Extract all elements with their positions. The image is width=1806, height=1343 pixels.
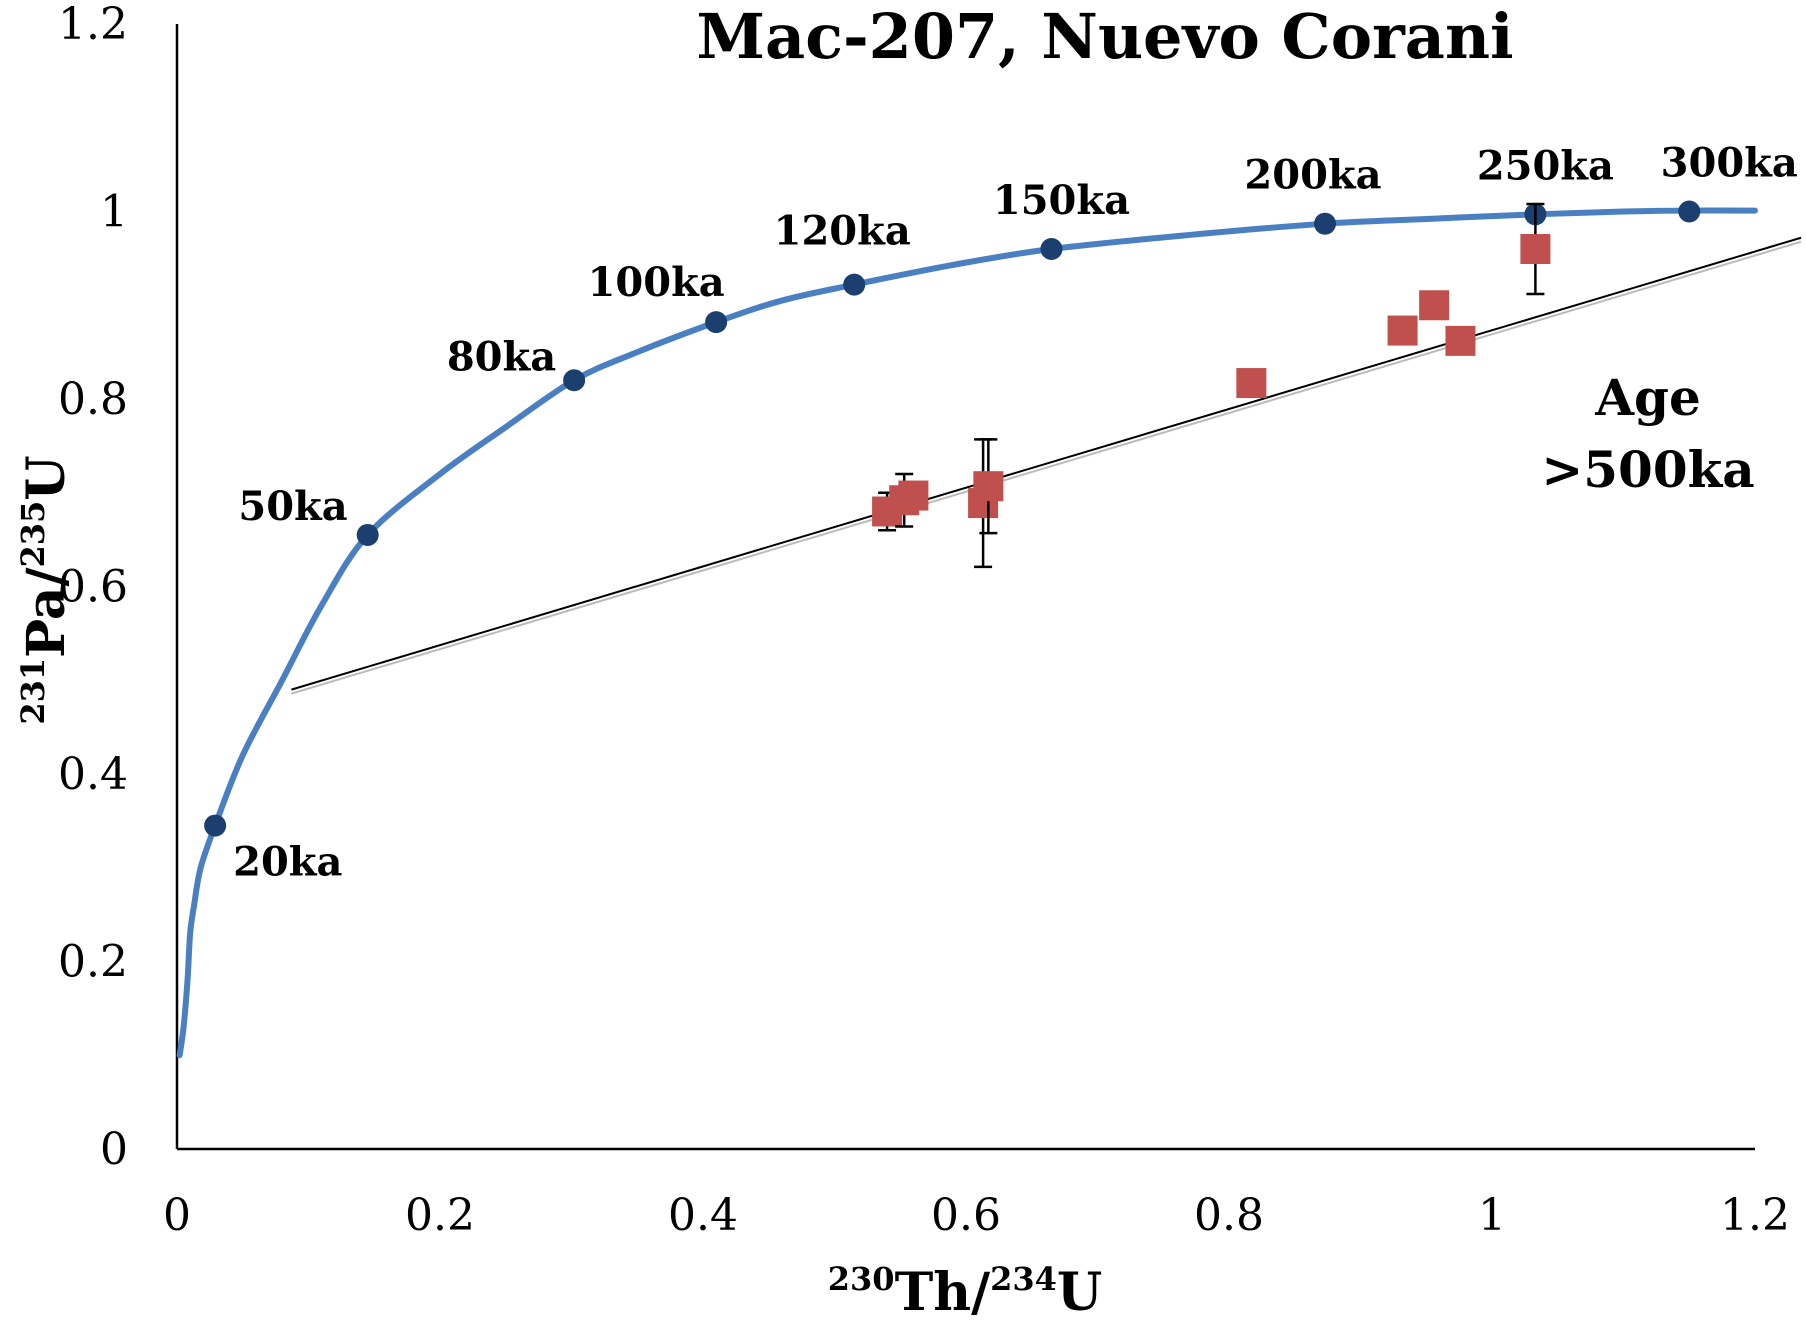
- y-tick-label: 0.4: [58, 749, 128, 800]
- x-tick-label: 0.6: [931, 1190, 1001, 1241]
- x-tick-labels: 0 0.2 0.4 0.6 0.8 1 1.2: [163, 1190, 1790, 1241]
- y-axis-title: 231Pa/235U: [14, 455, 77, 724]
- y-tick-label: 0.2: [58, 937, 128, 988]
- age-point: [705, 311, 728, 334]
- sample-points: [872, 202, 1551, 569]
- age-label: 20ka: [233, 839, 342, 886]
- age-point: [563, 369, 586, 392]
- x-tick-label: 0: [163, 1190, 191, 1241]
- age-label: 250ka: [1477, 142, 1614, 189]
- age-point: [204, 814, 227, 837]
- sample-point: [1387, 315, 1418, 346]
- age-label: 150ka: [993, 177, 1130, 224]
- y-tick-labels: 0 0.2 0.4 0.6 0.8 1 1.2: [58, 0, 128, 1175]
- sample-point: [1520, 234, 1551, 264]
- age-label: 50ka: [238, 483, 347, 530]
- x-tick-label: 1.2: [1720, 1190, 1790, 1241]
- age-point: [356, 523, 379, 546]
- sample-point: [898, 480, 929, 511]
- chart-title: Mac-207, Nuevo Corani: [696, 0, 1513, 73]
- age-points: 20ka 50ka 80ka 100ka 120ka 150ka 200ka 250ka 300…: [204, 140, 1798, 886]
- age-label: 100ka: [588, 259, 725, 306]
- age-point: [843, 273, 866, 296]
- annotation-line-1: Age: [1594, 368, 1701, 427]
- x-axis-title: 230Th/234U: [828, 1260, 1102, 1323]
- y-tick-label: 1.2: [58, 0, 128, 50]
- age-point: [1313, 212, 1336, 235]
- age-point: [1040, 238, 1063, 260]
- age-point: [1678, 200, 1701, 223]
- annotation-line-2: >500ka: [1541, 440, 1754, 499]
- concordia-curve: [176, 207, 1758, 1059]
- y-tick-label: 1: [100, 187, 128, 238]
- y-tick-label: 0.8: [58, 374, 128, 425]
- x-tick-label: 0.2: [405, 1190, 475, 1241]
- sample-point: [1236, 368, 1267, 399]
- age-label: 200ka: [1244, 152, 1381, 199]
- y-tick-label: 0: [100, 1124, 128, 1175]
- age-label: 300ka: [1661, 140, 1798, 187]
- age-label: 120ka: [774, 208, 911, 255]
- age-annotation: Age >500ka: [1541, 368, 1754, 499]
- fit-line-group: [291, 236, 1802, 695]
- sample-point: [1419, 290, 1450, 321]
- fit-line: [291, 236, 1802, 691]
- x-tick-label: 0.4: [668, 1190, 738, 1241]
- age-label: 80ka: [447, 333, 556, 380]
- y-tick-label: 0.6: [58, 562, 128, 613]
- x-tick-label: 1: [1478, 1190, 1506, 1241]
- x-tick-label: 0.8: [1194, 1190, 1264, 1241]
- sample-point: [973, 471, 1004, 502]
- sample-point: [1445, 325, 1476, 356]
- fit-line-shadow: [291, 240, 1802, 695]
